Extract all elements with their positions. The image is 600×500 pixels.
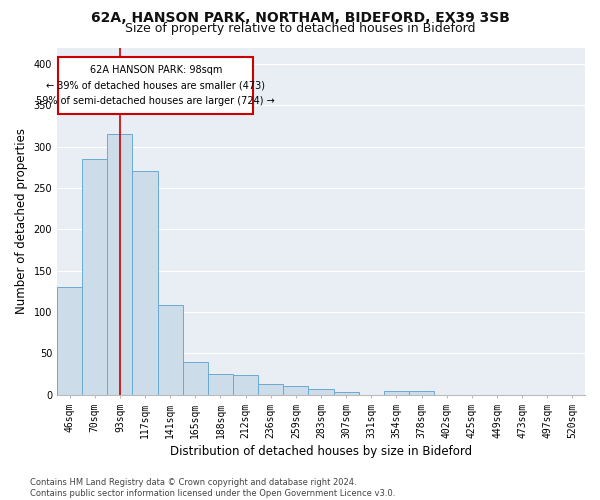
Bar bbox=[183, 362, 208, 394]
Bar bbox=[308, 389, 334, 394]
Bar bbox=[409, 390, 434, 394]
X-axis label: Distribution of detached houses by size in Bideford: Distribution of detached houses by size … bbox=[170, 444, 472, 458]
Bar bbox=[82, 159, 107, 394]
Bar bbox=[158, 306, 183, 394]
FancyBboxPatch shape bbox=[58, 58, 253, 114]
Bar bbox=[107, 134, 133, 394]
Bar bbox=[133, 172, 158, 394]
Bar bbox=[57, 287, 82, 395]
Bar bbox=[258, 384, 283, 394]
Bar bbox=[384, 390, 409, 394]
Bar bbox=[233, 375, 258, 394]
Bar bbox=[283, 386, 308, 394]
Bar bbox=[208, 374, 233, 394]
Y-axis label: Number of detached properties: Number of detached properties bbox=[15, 128, 28, 314]
Text: 62A, HANSON PARK, NORTHAM, BIDEFORD, EX39 3SB: 62A, HANSON PARK, NORTHAM, BIDEFORD, EX3… bbox=[91, 11, 509, 25]
Bar bbox=[334, 392, 359, 394]
Text: Size of property relative to detached houses in Bideford: Size of property relative to detached ho… bbox=[125, 22, 475, 35]
Text: 62A HANSON PARK: 98sqm
← 39% of detached houses are smaller (473)
59% of semi-de: 62A HANSON PARK: 98sqm ← 39% of detached… bbox=[37, 65, 275, 106]
Text: Contains HM Land Registry data © Crown copyright and database right 2024.
Contai: Contains HM Land Registry data © Crown c… bbox=[30, 478, 395, 498]
